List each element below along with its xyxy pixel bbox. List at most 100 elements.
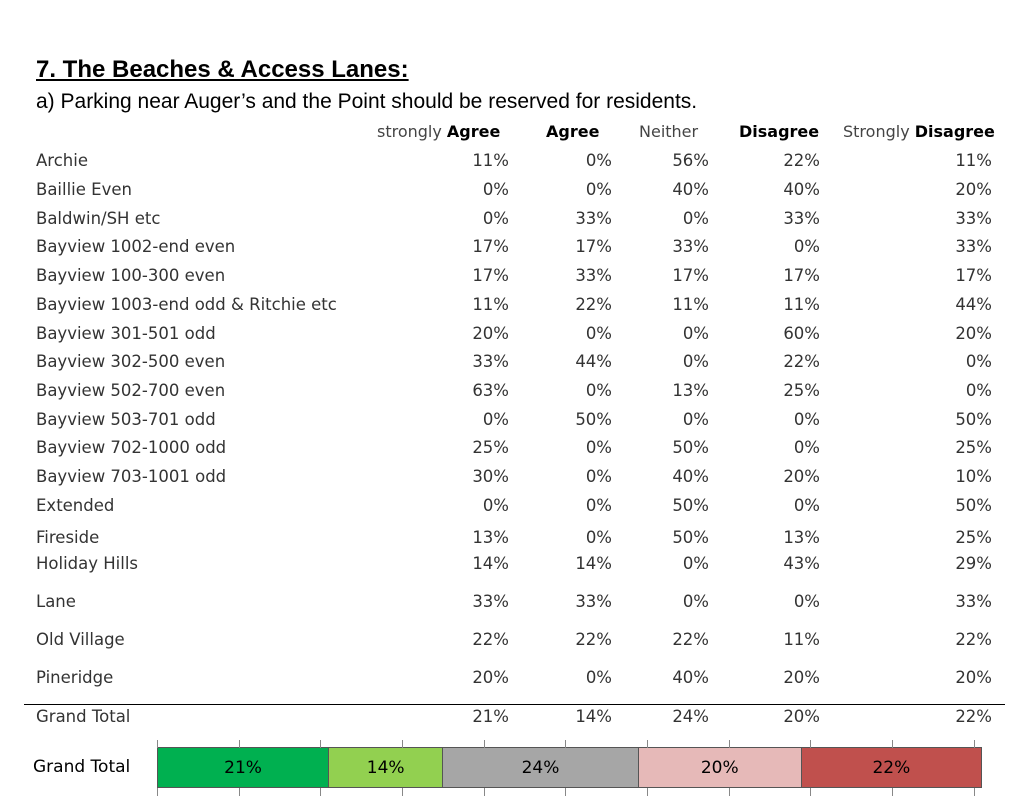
cell-value: 20% <box>955 668 992 687</box>
data-label: 24% <box>521 757 560 778</box>
cell-value: 13% <box>783 528 820 547</box>
bar-segment: 22% <box>801 748 981 787</box>
cell-value: 13% <box>672 381 709 400</box>
axis-tick <box>973 788 975 796</box>
column-header-2: Agree <box>546 122 599 141</box>
column-header-text: strongly <box>377 122 447 141</box>
question-text: a) Parking near Auger’s and the Point sh… <box>36 90 698 113</box>
table-row: Lane 33% 33% 0% 0% 33% <box>0 592 1020 616</box>
table-row: Bayview 703-1001 odd 30% 0% 40% 20% 10% <box>0 467 1020 491</box>
cell-value: 33% <box>783 209 820 228</box>
cell-value: 11% <box>955 151 992 170</box>
bar-segment: 20% <box>638 748 802 787</box>
cell-value: 40% <box>783 180 820 199</box>
cell-value: 0% <box>585 496 612 515</box>
cell-value: 17% <box>783 266 820 285</box>
column-header-text: Neither <box>639 122 699 141</box>
cell-value: 20% <box>783 707 820 726</box>
cell-value: 22% <box>955 630 992 649</box>
cell-value: 22% <box>783 352 820 371</box>
cell-value: 22% <box>575 630 612 649</box>
cell-value: 17% <box>472 266 509 285</box>
table-row: Old Village 22% 22% 22% 11% 22% <box>0 630 1020 654</box>
cell-value: 0% <box>682 324 709 343</box>
cell-value: 0% <box>585 180 612 199</box>
cell-value: 25% <box>783 381 820 400</box>
cell-value: 0% <box>965 381 992 400</box>
column-header-bold: Disagree <box>739 122 820 141</box>
axis-tick <box>728 740 730 748</box>
row-label: Grand Total <box>36 707 131 726</box>
cell-value: 33% <box>672 237 709 256</box>
column-header-bold: Disagree <box>914 122 995 141</box>
cell-value: 11% <box>472 295 509 314</box>
row-label: Bayview 703-1001 odd <box>36 467 227 486</box>
axis-tick <box>647 740 649 748</box>
cell-value: 11% <box>783 295 820 314</box>
cell-value: 0% <box>793 592 820 611</box>
cell-value: 33% <box>472 352 509 371</box>
table-row: Bayview 1002-end even 17% 17% 33% 0% 33% <box>0 237 1020 261</box>
table-row: Bayview 100-300 even 17% 33% 17% 17% 17% <box>0 266 1020 290</box>
axis-tick <box>973 740 975 748</box>
axis-tick <box>810 788 812 796</box>
cell-value: 0% <box>585 381 612 400</box>
cell-value: 22% <box>783 151 820 170</box>
cell-value: 0% <box>482 180 509 199</box>
cell-value: 50% <box>575 410 612 429</box>
cell-value: 50% <box>672 528 709 547</box>
axis-tick <box>892 740 894 748</box>
row-label: Bayview 302-500 even <box>36 352 226 371</box>
cell-value: 14% <box>575 554 612 573</box>
table-row: Pineridge 20% 0% 40% 20% 20% <box>0 668 1020 692</box>
cell-value: 0% <box>585 324 612 343</box>
cell-value: 0% <box>585 668 612 687</box>
cell-value: 0% <box>793 438 820 457</box>
cell-value: 21% <box>472 707 509 726</box>
row-label: Pineridge <box>36 668 114 687</box>
cell-value: 0% <box>965 352 992 371</box>
cell-value: 0% <box>682 554 709 573</box>
column-header-1: strongly Agree <box>377 122 500 141</box>
axis-tick <box>238 740 240 748</box>
column-header-5: Strongly Disagree <box>843 122 995 141</box>
cell-value: 11% <box>672 295 709 314</box>
cell-value: 33% <box>575 592 612 611</box>
cell-value: 33% <box>955 592 992 611</box>
cell-value: 0% <box>682 410 709 429</box>
cell-value: 22% <box>472 630 509 649</box>
row-label: Bayview 503-701 odd <box>36 410 216 429</box>
cell-value: 60% <box>783 324 820 343</box>
row-label: Bayview 502-700 even <box>36 381 226 400</box>
cell-value: 33% <box>955 209 992 228</box>
cell-value: 14% <box>575 707 612 726</box>
cell-value: 63% <box>472 381 509 400</box>
cell-value: 0% <box>482 496 509 515</box>
axis-tick <box>565 740 567 748</box>
cell-value: 0% <box>585 151 612 170</box>
row-label: Bayview 1003-end odd & Ritchie etc <box>36 295 337 314</box>
data-label: 14% <box>366 757 405 778</box>
axis-tick <box>565 788 567 796</box>
axis-tick <box>402 740 404 748</box>
column-header-bold: Agree <box>546 122 600 141</box>
cell-value: 33% <box>955 237 992 256</box>
cell-value: 33% <box>472 592 509 611</box>
cell-value: 20% <box>472 668 509 687</box>
cell-value: 30% <box>472 467 509 486</box>
row-label: Bayview 301-501 odd <box>36 324 216 343</box>
data-label: 22% <box>872 757 911 778</box>
cell-value: 44% <box>955 295 992 314</box>
row-label: Holiday Hills <box>36 554 139 573</box>
axis-tick <box>892 788 894 796</box>
cell-value: 44% <box>575 352 612 371</box>
chart-category-label: Grand Total <box>33 757 131 777</box>
cell-value: 0% <box>793 496 820 515</box>
cell-value: 24% <box>672 707 709 726</box>
bar-segment: 21% <box>158 748 330 787</box>
table-row: Baldwin/SH etc 0% 33% 0% 33% 33% <box>0 209 1020 233</box>
cell-value: 0% <box>793 410 820 429</box>
axis-tick <box>647 788 649 796</box>
table-row: Fireside 13% 0% 50% 13% 25% <box>0 528 1020 552</box>
table-row: Archie 11% 0% 56% 22% 11% <box>0 151 1020 175</box>
